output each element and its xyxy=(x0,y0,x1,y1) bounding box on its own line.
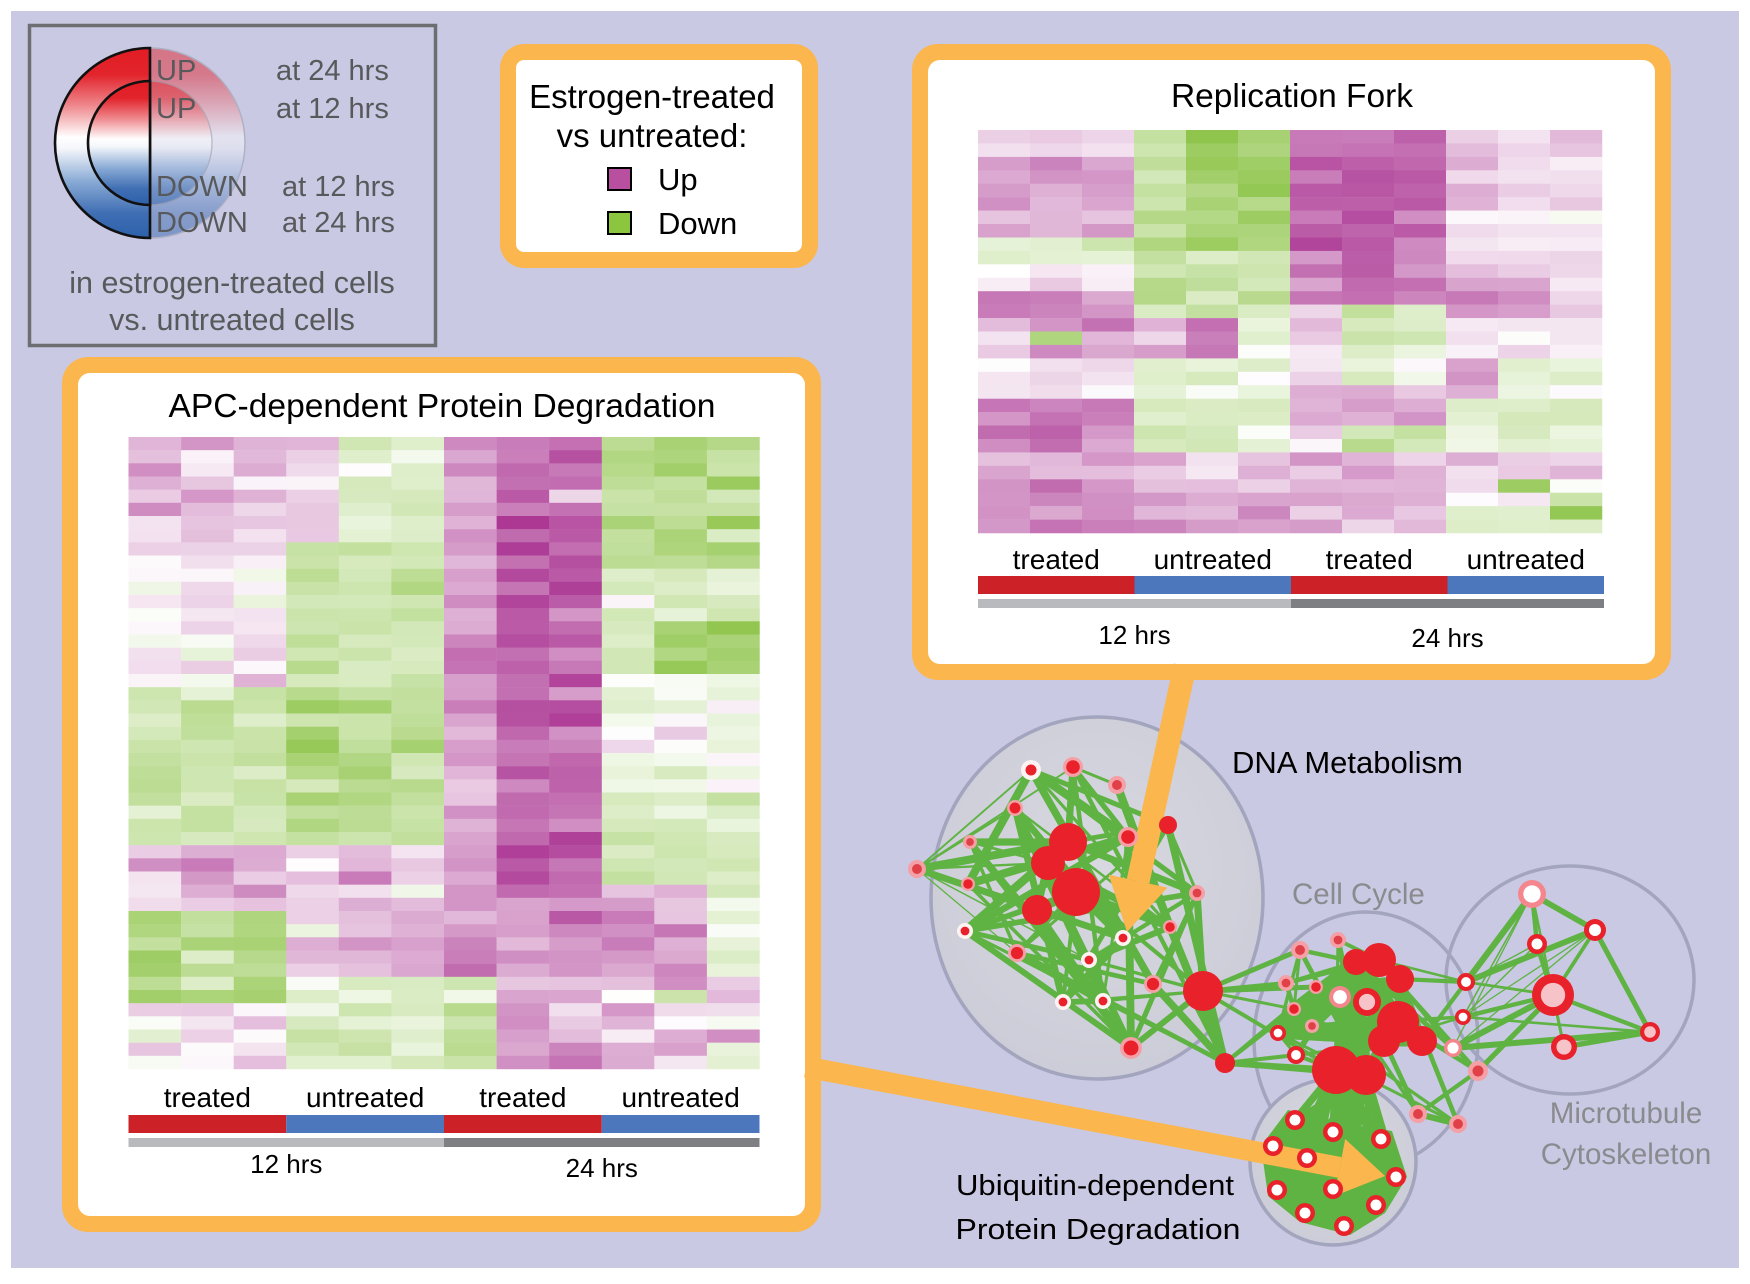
svg-text:at 24 hrs: at 24 hrs xyxy=(282,207,395,239)
svg-text:Estrogen-treated: Estrogen-treated xyxy=(529,78,775,115)
svg-text:in estrogen-treated cells: in estrogen-treated cells xyxy=(69,266,395,300)
svg-text:at 24 hrs: at 24 hrs xyxy=(276,55,389,87)
svg-text:DOWN: DOWN xyxy=(156,171,248,203)
svg-text:untreated: untreated xyxy=(1467,544,1585,575)
svg-text:24 hrs: 24 hrs xyxy=(1411,623,1483,653)
svg-text:UP: UP xyxy=(156,55,196,87)
svg-text:24 hrs: 24 hrs xyxy=(566,1153,638,1183)
svg-text:Cytoskeleton: Cytoskeleton xyxy=(1541,1138,1712,1171)
svg-text:UP: UP xyxy=(156,93,196,125)
svg-text:vs untreated:: vs untreated: xyxy=(557,117,748,154)
svg-text:Cell Cycle: Cell Cycle xyxy=(1292,878,1425,911)
svg-text:Ubiquitin-dependent: Ubiquitin-dependent xyxy=(956,1170,1234,1202)
svg-text:untreated: untreated xyxy=(621,1082,739,1113)
svg-text:12 hrs: 12 hrs xyxy=(250,1149,322,1179)
svg-text:treated: treated xyxy=(1013,544,1100,575)
svg-text:treated: treated xyxy=(164,1082,251,1113)
svg-text:untreated: untreated xyxy=(1154,544,1272,575)
svg-text:at 12 hrs: at 12 hrs xyxy=(282,171,395,203)
svg-text:untreated: untreated xyxy=(306,1082,424,1113)
svg-text:DNA Metabolism: DNA Metabolism xyxy=(1232,745,1463,780)
svg-text:vs. untreated cells: vs. untreated cells xyxy=(109,303,355,337)
svg-text:APC-dependent Protein Degradat: APC-dependent Protein Degradation xyxy=(169,388,716,425)
svg-text:DOWN: DOWN xyxy=(156,207,248,239)
svg-text:treated: treated xyxy=(1326,544,1413,575)
svg-text:Up: Up xyxy=(658,162,698,197)
svg-text:Replication Fork: Replication Fork xyxy=(1171,78,1413,115)
svg-text:at 12 hrs: at 12 hrs xyxy=(276,93,389,125)
svg-text:treated: treated xyxy=(479,1082,566,1113)
svg-text:Microtubule: Microtubule xyxy=(1550,1097,1702,1130)
svg-text:12 hrs: 12 hrs xyxy=(1098,620,1170,650)
svg-text:Down: Down xyxy=(658,206,737,241)
svg-text:Protein Degradation: Protein Degradation xyxy=(956,1214,1241,1246)
